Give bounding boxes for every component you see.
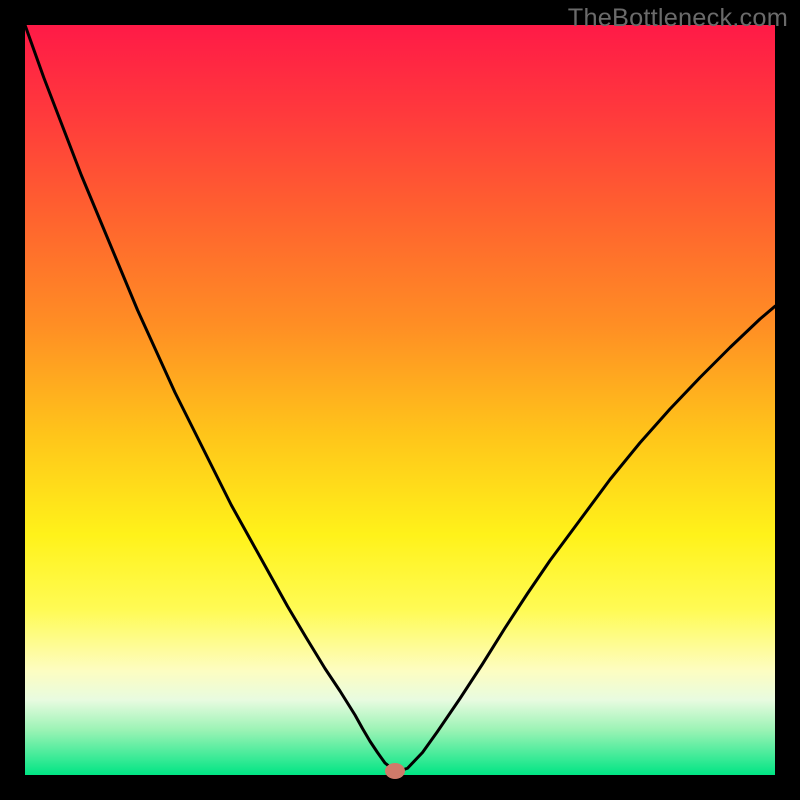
watermark-text: TheBottleneck.com	[568, 4, 788, 33]
plot-area	[25, 25, 775, 775]
plot-background-gradient	[25, 25, 775, 775]
minimum-marker	[385, 763, 405, 779]
